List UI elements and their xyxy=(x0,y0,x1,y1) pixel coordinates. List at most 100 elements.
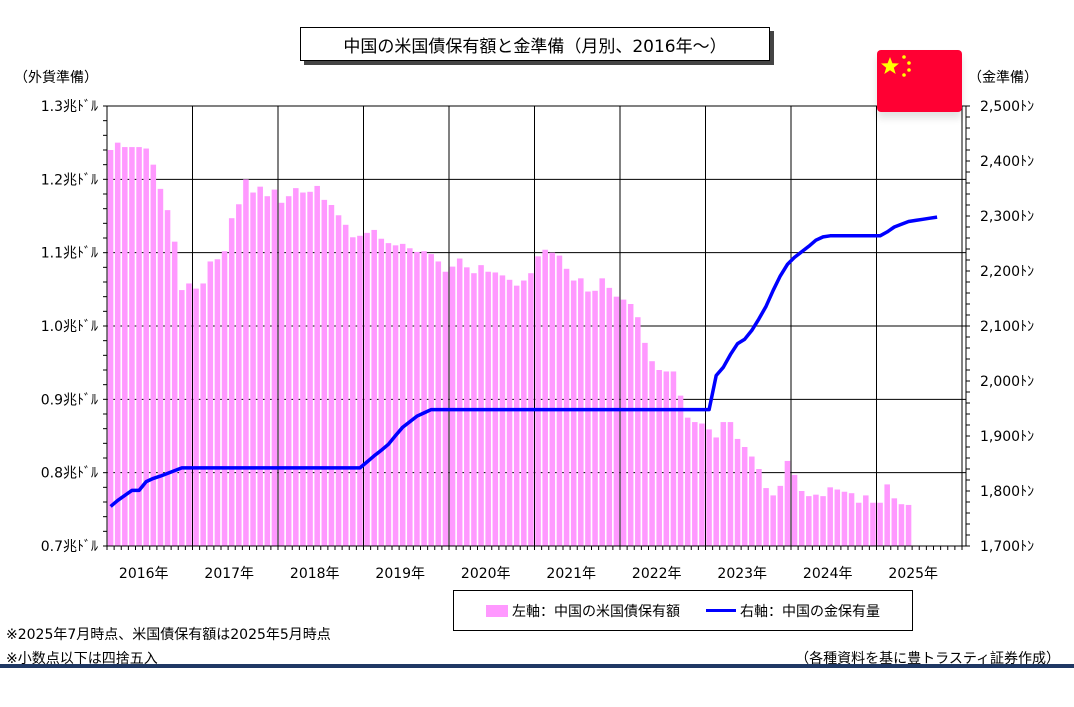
bar xyxy=(342,224,349,547)
bar xyxy=(863,495,869,546)
bar xyxy=(307,191,313,547)
bar xyxy=(114,142,121,546)
left-tick-label: 0.9兆ﾄﾞﾙ xyxy=(41,392,98,408)
bar xyxy=(727,422,734,546)
left-tick-label: 0.8兆ﾄﾞﾙ xyxy=(41,466,98,482)
bar xyxy=(635,317,641,546)
bar xyxy=(456,258,463,546)
bar xyxy=(271,189,278,546)
bar xyxy=(763,488,769,546)
bar xyxy=(464,267,470,546)
bar xyxy=(820,496,826,546)
bar xyxy=(649,361,655,546)
bar xyxy=(699,423,705,546)
bar xyxy=(150,164,157,546)
bar xyxy=(357,235,363,547)
bar xyxy=(606,287,613,546)
bar xyxy=(791,474,798,546)
x-tick-label: 2023年 xyxy=(717,566,767,582)
chart-title: 中国の米国債保有額と金準備（月別、2016年～） xyxy=(300,27,770,61)
bar xyxy=(784,460,791,546)
bar xyxy=(278,202,285,547)
bar xyxy=(414,251,420,546)
bar xyxy=(321,199,328,546)
bar xyxy=(243,179,249,547)
bar xyxy=(421,251,427,546)
bar xyxy=(136,147,142,547)
bar xyxy=(905,504,912,546)
bar xyxy=(399,243,406,546)
legend-bar-label: 左軸：中国の米国債保有額 xyxy=(512,603,680,620)
bar xyxy=(314,185,320,546)
x-tick-label: 2018年 xyxy=(290,566,340,582)
bar xyxy=(870,502,876,546)
bar xyxy=(677,395,684,546)
bar xyxy=(449,266,456,546)
bar xyxy=(670,371,677,546)
bar xyxy=(734,438,741,546)
x-tick-label: 2017年 xyxy=(204,566,254,582)
right-axis-unit: （金準備） xyxy=(968,70,1038,86)
bar xyxy=(642,342,648,546)
left-tick-label: 1.3兆ﾄﾞﾙ xyxy=(41,99,98,115)
right-tick-label: 2,200ﾄﾝ xyxy=(980,264,1034,280)
bar xyxy=(891,498,898,546)
bar xyxy=(228,218,235,546)
bar xyxy=(143,148,149,547)
bar xyxy=(385,243,392,546)
bar xyxy=(855,502,862,546)
bar xyxy=(193,288,199,546)
legend: 左軸：中国の米国債保有額 右軸：中国の金保有量 xyxy=(453,590,913,631)
bar xyxy=(107,150,114,546)
bar xyxy=(186,283,192,546)
bar xyxy=(663,371,670,546)
bar xyxy=(813,494,819,546)
bar xyxy=(542,249,548,546)
bar xyxy=(371,229,377,546)
bar xyxy=(513,285,520,546)
bottom-rule xyxy=(0,664,1074,668)
bar xyxy=(300,192,306,547)
bar xyxy=(877,502,883,546)
footnote-1: ※2025年7月時点、米国債保有額は2025年5月時点 xyxy=(6,627,331,643)
axis-ticks xyxy=(103,105,970,550)
legend-line-swatch xyxy=(706,609,736,612)
bar xyxy=(627,304,634,546)
bar xyxy=(335,215,342,546)
bar xyxy=(214,259,221,546)
x-tick-label: 2019年 xyxy=(375,566,425,582)
bar xyxy=(129,147,135,547)
left-tick-label: 1.1兆ﾄﾞﾙ xyxy=(41,246,98,262)
bar xyxy=(364,232,370,546)
bar xyxy=(250,192,256,547)
bar xyxy=(407,248,413,546)
legend-line-label: 右軸：中国の金保有量 xyxy=(740,603,880,620)
bar xyxy=(656,370,662,546)
bar xyxy=(350,237,356,546)
bar xyxy=(777,485,784,546)
bar-series xyxy=(107,142,912,547)
bar xyxy=(221,251,228,546)
bar xyxy=(613,296,620,546)
bar xyxy=(563,268,570,546)
right-tick-label: 1,700ﾄﾝ xyxy=(980,539,1034,555)
bar xyxy=(328,205,335,546)
bar xyxy=(378,238,385,546)
right-tick-label: 2,500ﾄﾝ xyxy=(980,99,1034,115)
bar xyxy=(428,254,434,546)
left-tick-label: 1.2兆ﾄﾞﾙ xyxy=(41,172,98,188)
bar xyxy=(834,489,841,546)
bar xyxy=(578,278,584,546)
bar xyxy=(257,186,263,546)
gold-holdings-line xyxy=(109,215,938,508)
bar xyxy=(570,280,577,546)
right-tick-label: 1,800ﾄﾝ xyxy=(980,484,1034,500)
x-tick-label: 2024年 xyxy=(803,566,853,582)
right-tick-label: 2,000ﾄﾝ xyxy=(980,374,1034,390)
bar xyxy=(770,495,776,546)
legend-item-bar: 左軸：中国の米国債保有額 xyxy=(486,601,680,621)
bar xyxy=(720,422,727,546)
bar xyxy=(179,290,185,546)
bar xyxy=(749,456,755,546)
